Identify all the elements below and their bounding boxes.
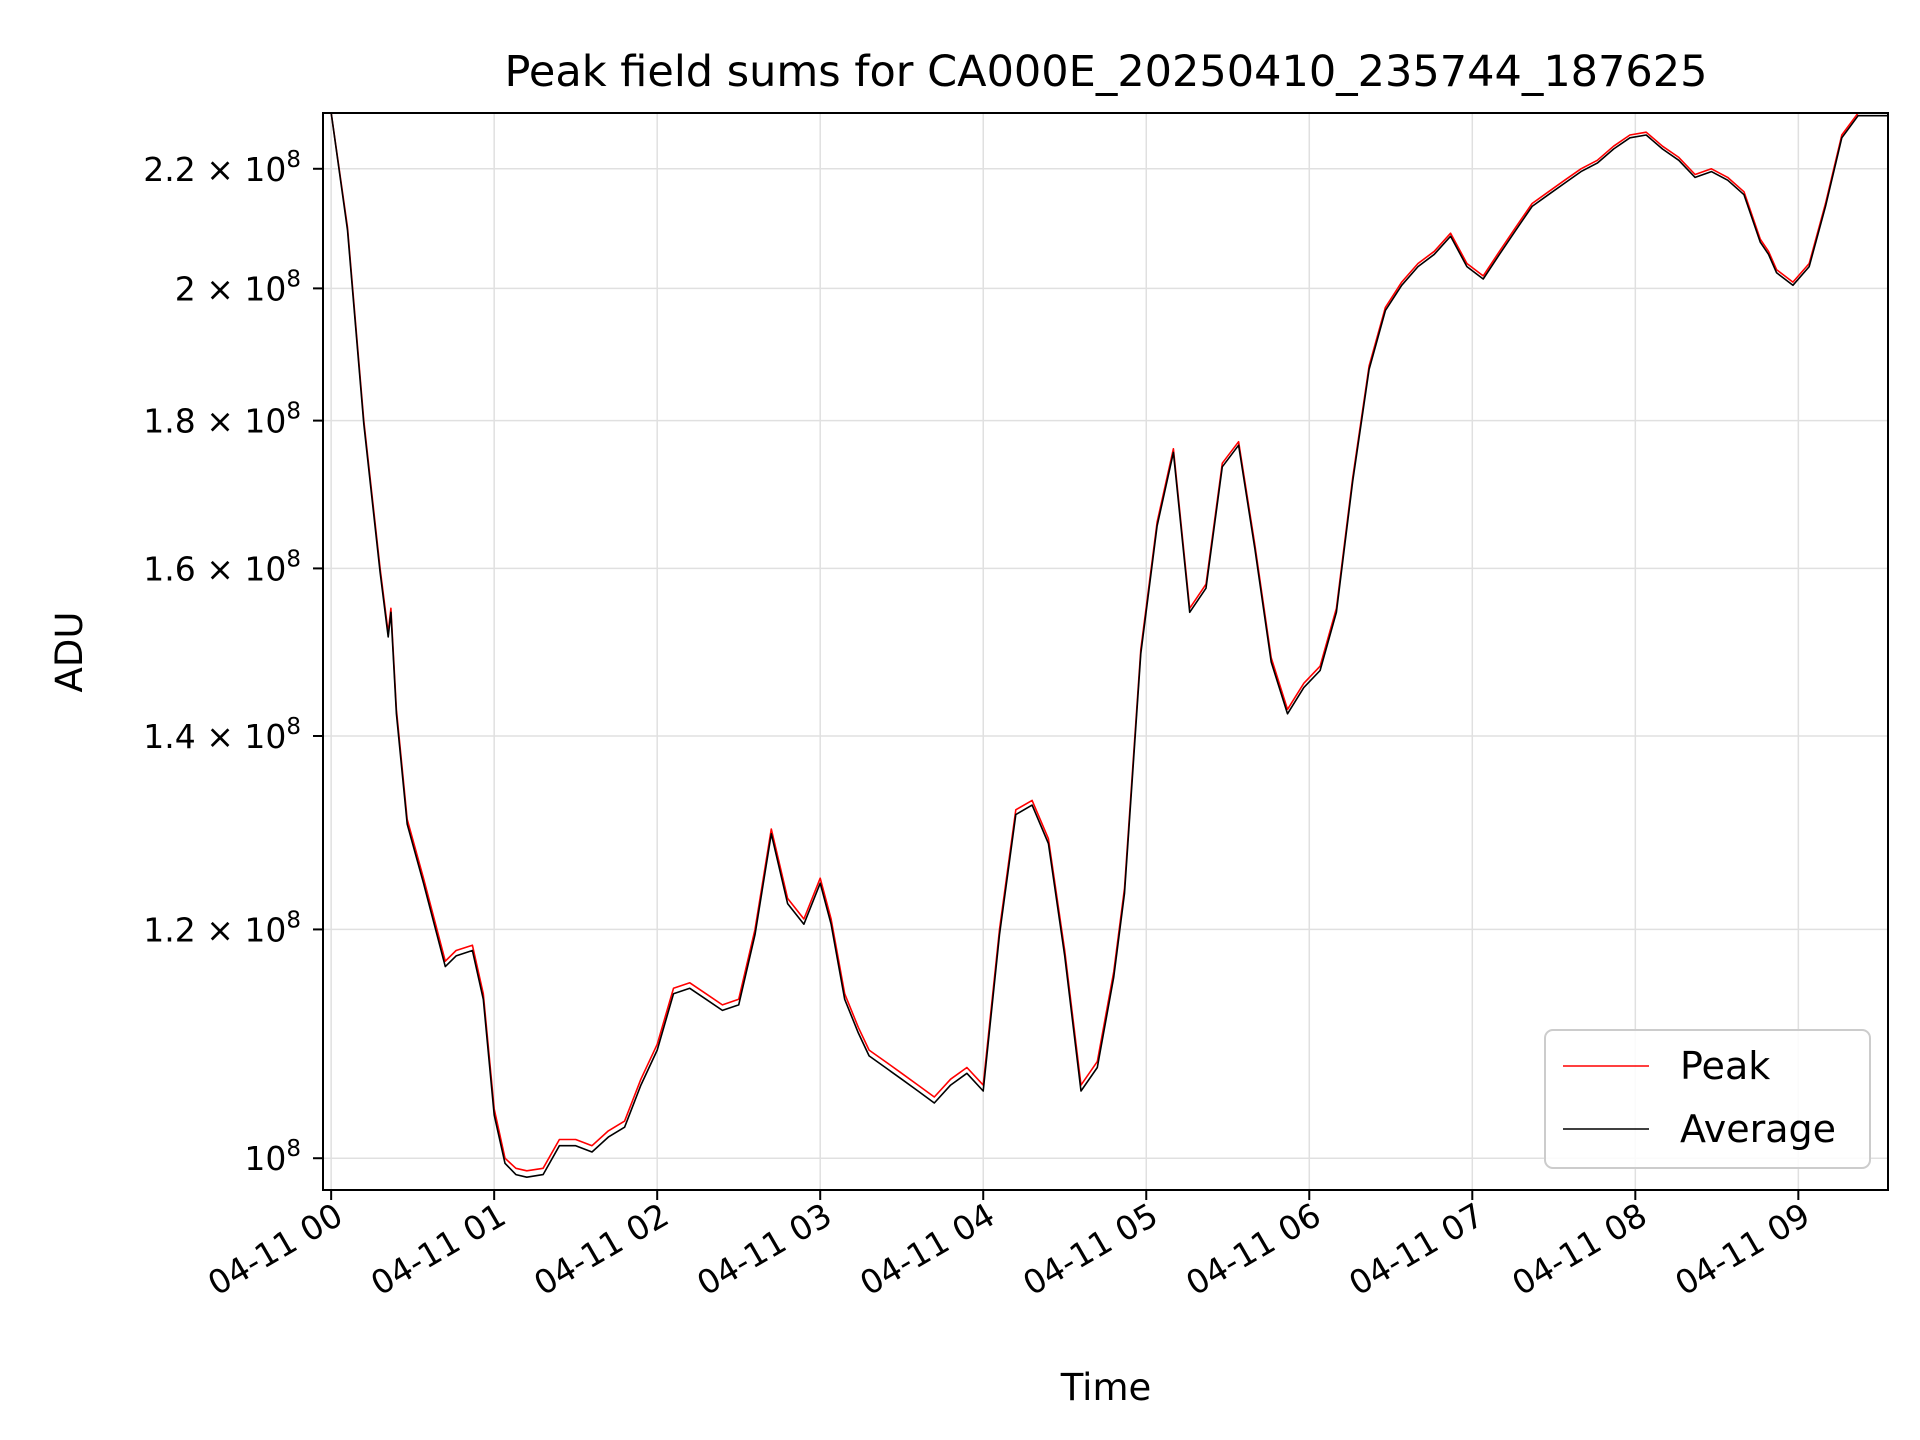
y-tick-label: 1.6 × 108 — [143, 546, 301, 588]
series-layer — [330, 113, 1888, 1178]
x-axis-label: Time — [1060, 1366, 1152, 1409]
y-tick-label: 1.8 × 108 — [143, 399, 301, 441]
series-line-average — [330, 113, 1888, 1178]
chart-title: Peak field sums for CA000E_20250410_2357… — [505, 47, 1708, 97]
y-tick-label: 1.2 × 108 — [143, 907, 301, 949]
y-tick-label: 108 — [244, 1136, 301, 1178]
legend-label-peak: Peak — [1680, 1044, 1770, 1088]
y-tick-label: 2.2 × 108 — [143, 147, 301, 189]
y-tick-label: 2 × 108 — [175, 266, 301, 308]
legend: Peak Average — [1544, 1029, 1871, 1169]
legend-label-average: Average — [1680, 1107, 1836, 1151]
legend-box — [1544, 1029, 1871, 1169]
y-tick-label: 1.4 × 108 — [143, 714, 301, 756]
y-axis-label: ADU — [48, 612, 91, 693]
plot-frame — [322, 112, 1889, 1191]
y-axis: 108 1.2 × 108 1.4 × 108 1.6 × 108 1.8 × 108 2… — [143, 147, 323, 1178]
